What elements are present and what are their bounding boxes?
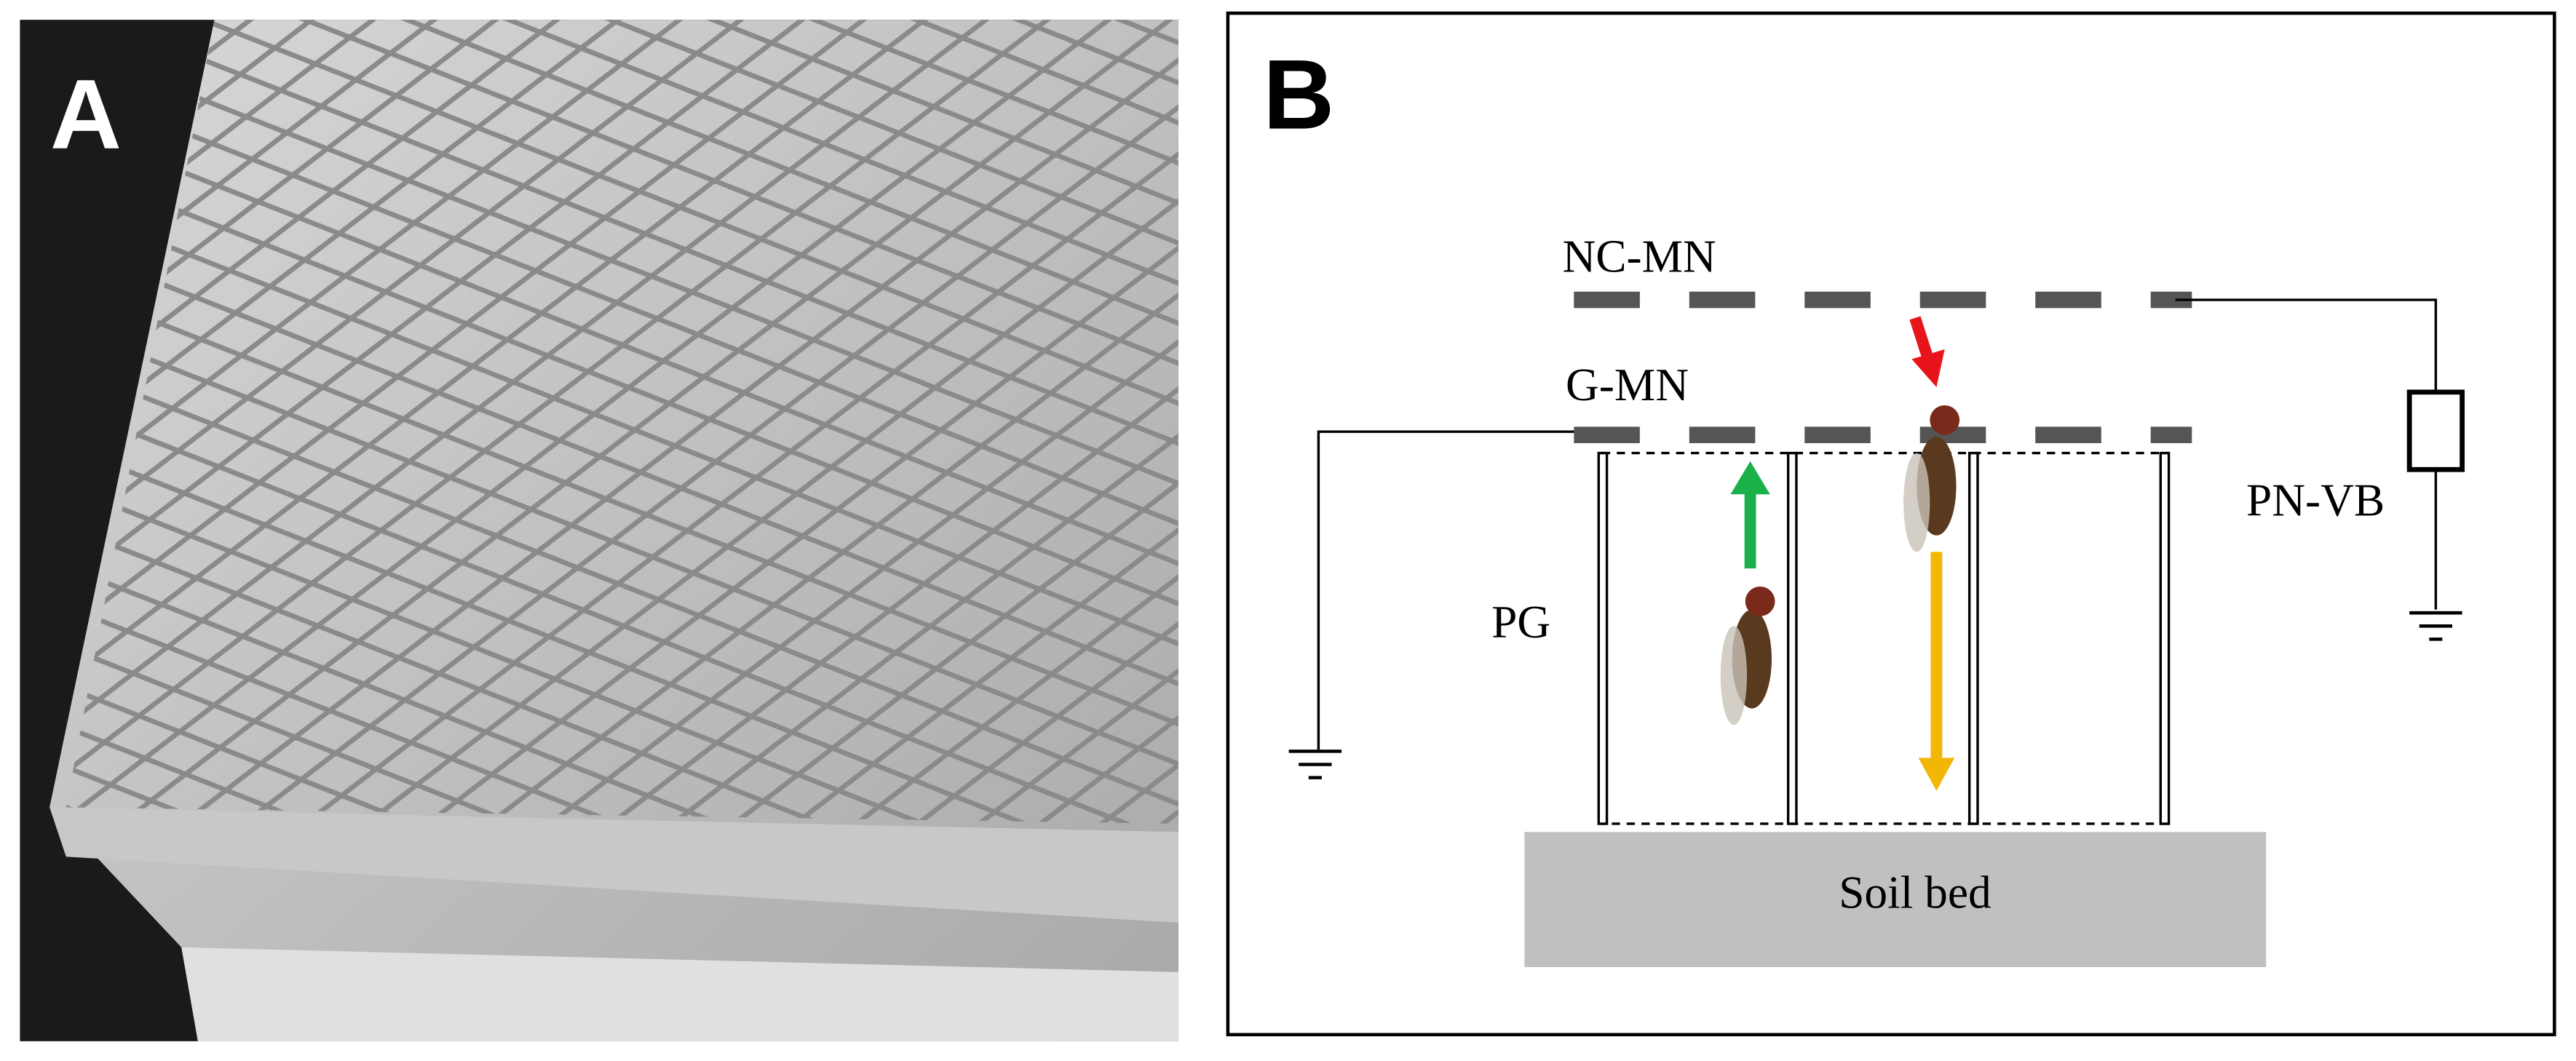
panel-a: A: [20, 20, 1178, 1041]
fly: [1903, 405, 1960, 552]
ground: [2409, 611, 2462, 641]
resistor: [2406, 389, 2465, 472]
fly: [1720, 586, 1775, 726]
green-arrow: [1730, 461, 1770, 569]
tray-base: [181, 947, 1178, 1041]
soil-bed-label: Soil bed: [1839, 867, 1992, 918]
nc-mn-label: NC-MN: [1562, 231, 1716, 282]
panel-label: A: [50, 59, 122, 170]
panel-label: B: [1263, 39, 1334, 150]
wire: [2175, 298, 2438, 392]
panel-b: B NC-MN PN-VB G-MN PG Soil bed: [1226, 11, 2556, 1037]
g-mn-label: G-MN: [1566, 359, 1689, 410]
red-arrow: [1909, 316, 1945, 388]
soil-bed: [1524, 832, 2267, 967]
mesh: [66, 20, 1178, 824]
pn-vb-label: PN-VB: [2246, 475, 2385, 526]
wire: [1317, 430, 1574, 750]
yellow-arrow: [1918, 552, 1955, 791]
partitions: [1597, 451, 2171, 825]
ground: [1288, 750, 1342, 779]
tray-edge: [49, 807, 1178, 923]
pitfall-container: [1601, 451, 2169, 825]
pg-label: PG: [1491, 597, 1550, 648]
